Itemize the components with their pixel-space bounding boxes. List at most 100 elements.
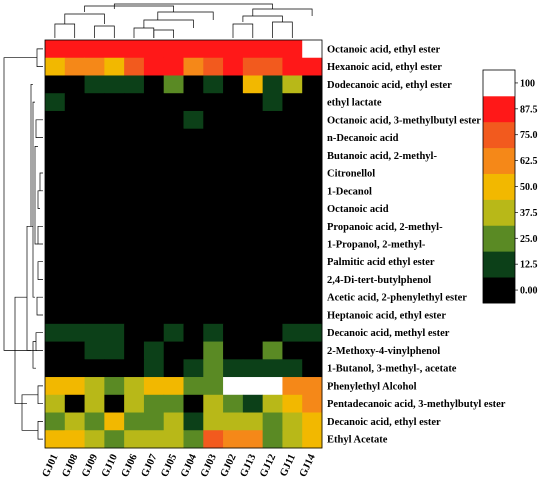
row-label: Acetic acid, 2-phenylethyl ester	[327, 293, 467, 304]
heatmap-cell	[163, 270, 184, 289]
heatmap-cell	[302, 412, 323, 431]
heatmap-cell	[163, 199, 184, 218]
column-dendrogram-link	[242, 15, 283, 22]
column-dendrogram-link	[153, 29, 174, 38]
column-label: GJ10	[100, 453, 120, 479]
heatmap-cell	[183, 110, 204, 130]
heatmap-cell	[84, 430, 105, 449]
heatmap-cell	[84, 359, 105, 378]
heatmap-cell	[124, 235, 145, 254]
row-dendrogram-link	[35, 119, 43, 138]
heatmap-cell	[104, 323, 125, 342]
colorbar-segment	[483, 251, 515, 278]
heatmap-cell	[242, 412, 264, 431]
heatmap-cell	[302, 164, 323, 183]
heatmap-cell	[242, 270, 264, 289]
column-label: GJ11	[278, 453, 298, 479]
heatmap-cell	[124, 110, 145, 130]
heatmap-cell	[143, 199, 165, 218]
heatmap-cell	[163, 40, 184, 59]
heatmap-cell	[183, 394, 204, 413]
heatmap-cell	[104, 40, 125, 59]
heatmap-cell	[242, 323, 264, 342]
column-label: GJ03	[199, 453, 219, 479]
heatmap-cell	[242, 217, 264, 236]
heatmap-cell	[64, 412, 85, 431]
colorbar-tick-label: 12.5	[520, 260, 538, 271]
heatmap-cell	[262, 146, 283, 165]
heatmap-cell	[143, 40, 165, 59]
column-label: GJ08	[60, 453, 80, 479]
heatmap-cell	[104, 288, 125, 307]
row-dendrogram-link	[37, 421, 43, 440]
heatmap-cell	[104, 128, 125, 147]
heatmap-cell	[223, 430, 244, 449]
column-dendrogram-link	[54, 23, 76, 38]
heatmap-cell	[203, 306, 224, 325]
heatmap-cell	[203, 252, 224, 272]
heatmap-cell	[163, 306, 184, 325]
row-label: Ethyl Acetate	[327, 435, 388, 446]
heatmap-cell	[262, 57, 283, 76]
heatmap-cell	[45, 430, 66, 449]
heatmap-cell	[64, 341, 85, 360]
row-label: 1-Decanol	[327, 186, 372, 197]
heatmap-cell	[84, 181, 105, 201]
heatmap-cell	[242, 377, 264, 396]
heatmap-cell	[203, 110, 224, 130]
heatmap-cell	[143, 93, 165, 112]
heatmap-cell	[183, 146, 204, 165]
heatmap-cell	[64, 323, 85, 342]
heatmap-cell	[45, 252, 66, 272]
heatmap-cell	[183, 430, 204, 449]
heatmap-cell	[242, 394, 264, 413]
column-labels: GJ01 GJ08 GJ09 GJ10 GJ06 GJ07 GJ05 GJ04 GJ03 GJ02…	[41, 452, 319, 479]
heatmap-cell	[64, 57, 85, 76]
heatmap-cell	[143, 217, 165, 236]
heatmap-cell	[183, 323, 204, 342]
heatmap-cell	[183, 288, 204, 307]
heatmap-cell	[84, 128, 105, 147]
heatmap-cell	[223, 323, 244, 342]
colorbar-segment	[483, 173, 515, 200]
colorbar-tick-label: 50.0	[520, 182, 538, 193]
heatmap-cell	[183, 377, 204, 396]
colorbar-segment	[483, 199, 515, 226]
heatmap-cell	[124, 306, 145, 325]
heatmap-cell	[223, 93, 244, 112]
heatmap-cell	[203, 181, 224, 201]
heatmap-cell	[282, 270, 303, 289]
heatmap-cell	[282, 341, 303, 360]
heatmap-cell	[203, 164, 224, 183]
heatmap-cell	[282, 217, 303, 236]
heatmap-cell	[64, 75, 85, 94]
heatmap-cell	[242, 235, 264, 254]
heatmap-cell	[302, 181, 323, 201]
heatmap-cell	[282, 288, 303, 307]
heatmap-cell	[223, 217, 244, 236]
heatmap-cell	[223, 75, 244, 94]
heatmap-cell	[84, 235, 105, 254]
heatmap-cell	[183, 164, 204, 183]
heatmap-cell	[45, 394, 66, 413]
heatmap-cell	[84, 270, 105, 289]
heatmap-cell	[302, 323, 323, 342]
heatmap-cell	[64, 270, 85, 289]
heatmap-cell	[45, 359, 66, 378]
row-dendrogram-link	[37, 225, 43, 245]
heatmap-cell	[302, 217, 323, 236]
column-dendrogram-link	[157, 11, 214, 20]
column-dendrogram-link	[113, 3, 273, 9]
heatmap-cell	[104, 341, 125, 360]
heatmap-cell	[45, 75, 66, 94]
row-dendrogram-link	[32, 341, 36, 369]
heatmap-cell	[84, 394, 105, 413]
row-label: Butanoic acid, 2-methyl-	[327, 151, 437, 162]
heatmap-cell	[163, 252, 184, 272]
heatmap-cell	[242, 359, 264, 378]
heatmap-cell	[302, 40, 323, 59]
heatmap-cell	[223, 288, 244, 307]
row-dendrogram-link	[3, 57, 37, 351]
heatmap-cell	[104, 93, 125, 112]
